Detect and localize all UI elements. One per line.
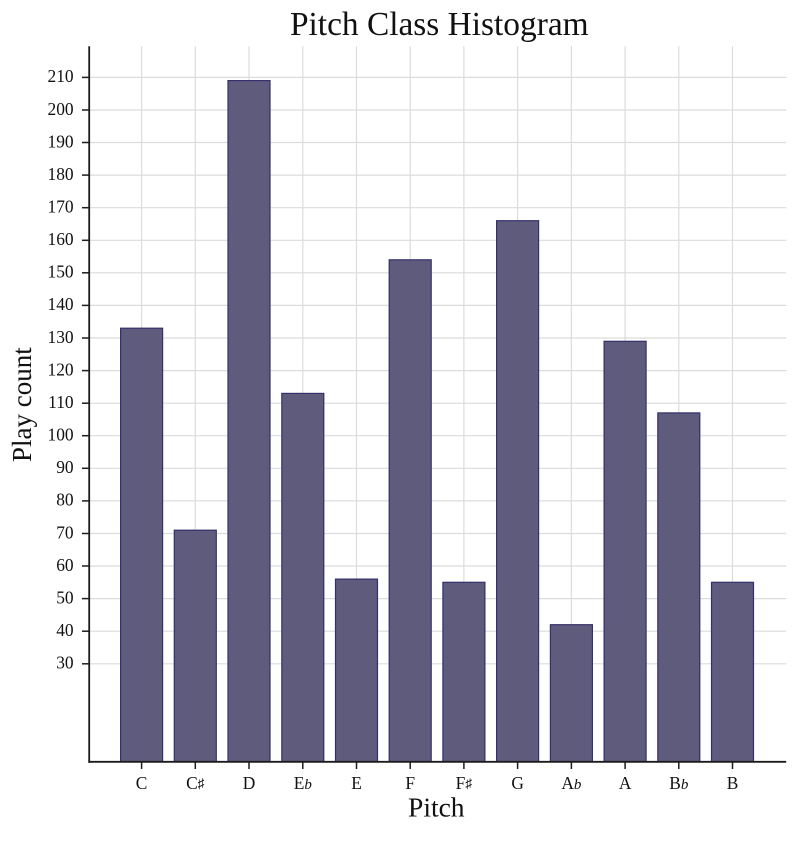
svg-text:200: 200 — [48, 99, 74, 119]
svg-text:A: A — [619, 773, 632, 793]
svg-text:G: G — [511, 773, 524, 793]
svg-text:150: 150 — [48, 262, 74, 282]
svg-text:Play count: Play count — [7, 347, 37, 462]
svg-text:F♯: F♯ — [456, 773, 473, 793]
svg-text:30: 30 — [56, 653, 74, 673]
svg-text:Pitch: Pitch — [408, 791, 465, 822]
svg-text:Eb: Eb — [294, 773, 313, 793]
svg-text:D: D — [243, 773, 256, 793]
svg-text:190: 190 — [48, 131, 74, 151]
svg-text:60: 60 — [56, 555, 74, 575]
svg-text:C: C — [136, 773, 148, 793]
svg-text:140: 140 — [48, 294, 74, 314]
svg-text:90: 90 — [56, 457, 74, 477]
svg-text:Pitch Class Histogram: Pitch Class Histogram — [290, 6, 589, 43]
svg-text:120: 120 — [48, 359, 74, 379]
svg-text:B: B — [727, 773, 739, 793]
svg-text:80: 80 — [56, 490, 74, 510]
svg-text:170: 170 — [48, 197, 74, 217]
svg-text:50: 50 — [56, 587, 74, 607]
svg-text:180: 180 — [48, 164, 74, 184]
svg-text:40: 40 — [56, 620, 74, 640]
svg-text:E: E — [351, 773, 362, 793]
svg-text:Bb: Bb — [669, 773, 689, 793]
svg-text:70: 70 — [56, 522, 74, 542]
svg-text:210: 210 — [48, 66, 74, 86]
svg-text:100: 100 — [48, 425, 74, 445]
svg-text:F: F — [405, 773, 415, 793]
svg-text:130: 130 — [48, 327, 74, 347]
svg-text:160: 160 — [48, 229, 74, 249]
svg-text:C♯: C♯ — [186, 773, 205, 793]
svg-text:Ab: Ab — [561, 773, 582, 793]
svg-text:110: 110 — [48, 392, 74, 412]
